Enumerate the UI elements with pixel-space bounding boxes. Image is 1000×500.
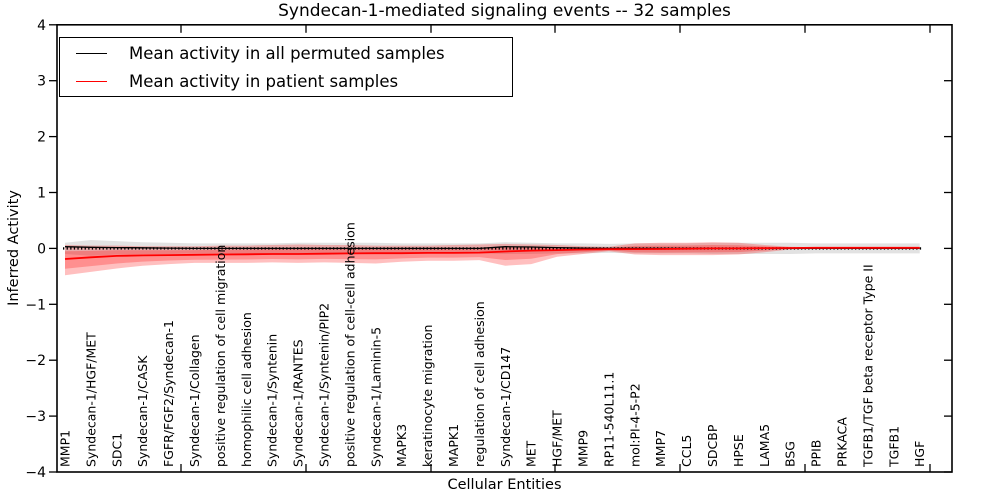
y-tick-marks [49,24,952,473]
x-tick-marks [180,24,931,472]
y-tick-label: −4 [25,465,46,481]
x-tick-label: HPSE [731,434,746,467]
x-tick-label: BSG [783,441,798,467]
y-axis-label: Inferred Activity [6,190,22,306]
x-tick-label: keratinocyte migration [420,325,435,467]
y-tick-labels: 4 3 2 1 0 −1 −2 −3 −4 [25,18,46,481]
x-tick-label: regulation of cell adhesion [472,301,487,467]
x-axis-label: Cellular Entities [447,477,562,493]
y-tick-label: 4 [37,18,46,34]
legend-item-permuted: Mean activity in all permuted samples [60,40,512,66]
x-tick-label: MMP1 [58,430,73,467]
x-tick-label: PPIB [809,440,824,467]
patient-mean-line [64,246,920,260]
y-tick-label: −3 [25,409,46,425]
y-tick-label: 0 [37,241,46,257]
permuted-mean-line-sample [76,52,107,54]
x-tick-label: MAPK1 [446,424,461,467]
x-tick-label: Syndecan-1/HGF/MET [83,332,98,467]
y-tick-label: 2 [37,130,46,146]
x-tick-label: PRKACA [835,417,850,467]
x-tick-label: Syndecan-1/Collagen [187,334,202,467]
legend-label-permuted: Mean activity in all permuted samples [129,43,445,63]
x-tick-label: CCL5 [679,435,694,467]
y-tick-label: −2 [25,353,46,369]
x-tick-label: positive regulation of cell migration [213,245,228,467]
x-tick-label: positive regulation of cell-cell adhesio… [342,222,357,467]
legend: Mean activity in all permuted samples Me… [59,37,513,97]
x-tick-label: MET [524,440,539,467]
patient-std-band-outer [65,242,920,276]
legend-label-patient: Mean activity in patient samples [129,71,399,91]
x-tick-label: SDCBP [705,424,720,467]
x-tick-label: HGF [912,441,927,467]
x-tick-label: MMP9 [576,430,591,467]
y-tick-label: 3 [37,74,46,90]
x-tick-label: RP11-540L11.1 [601,372,616,467]
y-tick-label: −1 [25,297,46,313]
x-tick-label: SDC1 [109,433,124,467]
x-tick-label: Syndecan-1/Laminin-5 [368,327,383,467]
x-tick-label: homophilic cell adhesion [239,312,254,467]
legend-item-patient: Mean activity in patient samples [60,68,512,94]
x-tick-label: mol:PI-4-5-P2 [627,383,642,467]
x-tick-label: HGF/MET [550,410,565,467]
x-tick-label: FGFR/FGF2/Syndecan-1 [161,320,176,467]
chart-title: Syndecan-1-mediated signaling events -- … [278,1,731,21]
x-tick-label: MMP7 [653,430,668,467]
patient-std-band-inner [65,245,920,269]
x-tick-label: Syndecan-1/Syntenin [265,334,280,467]
x-tick-labels: MMP1 Syndecan-1/HGF/MET SDC1 Syndecan-1/CAS… [58,222,928,468]
x-tick-label: Syndecan-1/Syntenin/PIP2 [317,303,332,467]
x-tick-label: TGFB1/TGF beta receptor Type II [860,264,875,468]
x-tick-label: Syndecan-1/CD147 [498,347,513,467]
x-tick-label: TGFB1 [886,426,901,468]
x-tick-label: Syndecan-1/RANTES [291,339,306,467]
x-tick-label: LAMA5 [757,424,772,467]
patient-mean-line-sample [76,80,107,82]
x-tick-label: MAPK3 [394,424,409,467]
x-tick-label: Syndecan-1/CASK [135,355,150,467]
y-tick-label: 1 [37,186,46,202]
